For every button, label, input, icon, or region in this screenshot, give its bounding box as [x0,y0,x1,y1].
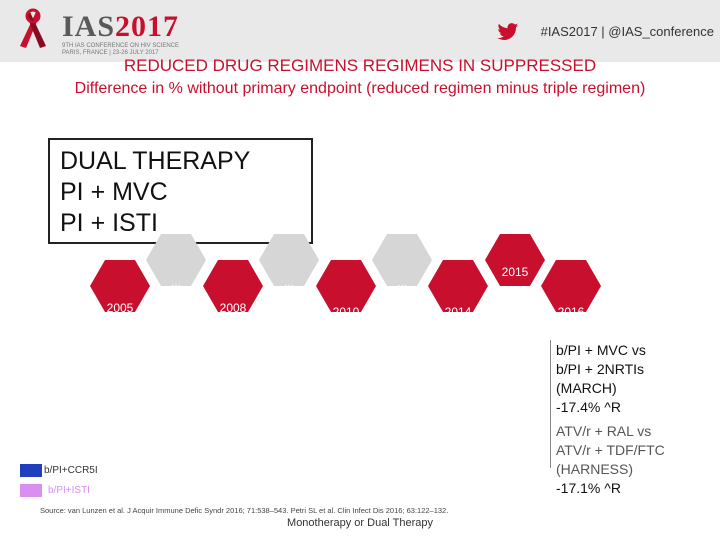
year-2008: 2008 [220,301,247,315]
year-2016: 2016 [558,305,585,319]
ribbon-icon [20,8,46,48]
legend-label-isti: b/PI+ISTI [48,485,90,496]
logo-subtitle: 9TH IAS CONFERENCE ON HIV SCIENCE PARIS,… [62,43,180,56]
hex-2015 [485,234,545,286]
box-line-3: PI + ISTI [60,209,158,237]
harness-line-4: -17.1% ^R [556,480,621,496]
year-2015: 2015 [502,265,529,279]
conference-header: IAS2017 9TH IAS CONFERENCE ON HIV SCIENC… [0,0,720,62]
hex-2008 [203,260,263,312]
harness-line-3: (HARNESS) [556,461,634,477]
ellipsis-3: ... [397,275,407,289]
logo-main: IAS [62,10,116,43]
hex-2014 [428,260,488,312]
slide-subtitle: Difference in % without primary endpoint… [74,80,646,97]
hex-2010 [316,260,376,312]
year-2010: 2010 [333,305,360,319]
year-2014: 2014 [445,305,472,319]
ellipsis-1: ... [171,275,181,289]
twitter-bird-icon [497,23,519,40]
hex-2016 [541,260,601,312]
slide-title: REDUCED DRUG REGIMENS REGIMENS IN SUPPRE… [123,56,597,75]
year-2005: 2005 [107,301,134,315]
conference-hashtag: #IAS2017 | @IAS_conference [540,24,714,39]
legend-swatch-isti [20,484,42,497]
note-divider [550,340,551,468]
harness-note: ATV/r + RAL vs ATV/r + TDF/FTC (HARNESS)… [556,422,716,498]
hex-ellipsis-1 [146,234,206,286]
hex-ellipsis-3 [372,234,432,286]
legend-label-ccr5i: b/PI+CCR5I [44,465,98,476]
dual-therapy-box: DUAL THERAPY PI + MVC PI + ISTI [48,138,313,244]
hex-ellipsis-2 [259,234,319,286]
box-line-1: DUAL THERAPY [60,147,251,175]
march-line-2: b/PI + 2NRTIs [556,361,645,377]
hex-2005 [90,260,150,312]
legend-swatch-ccr5i [20,464,42,477]
march-line-4: -17.4% ^R [556,399,621,415]
harness-line-1: ATV/r + RAL vs [556,423,652,439]
harness-line-2: ATV/r + TDF/FTC [556,442,665,458]
march-line-3: (MARCH) [556,380,617,396]
march-note: b/PI + MVC vs b/PI + 2NRTIs (MARCH) -17.… [556,341,716,417]
box-line-2: PI + MVC [60,178,168,206]
ias-logo: IAS2017 9TH IAS CONFERENCE ON HIV SCIENC… [10,6,180,56]
logo-year: 2017 [115,10,180,43]
slide-footer: Monotherapy or Dual Therapy [287,517,433,529]
source-citation: Source: van Lunzen et al. J Acquir Immun… [40,506,449,515]
ellipsis-2: ... [284,275,294,289]
march-line-1: b/PI + MVC vs [556,342,646,358]
